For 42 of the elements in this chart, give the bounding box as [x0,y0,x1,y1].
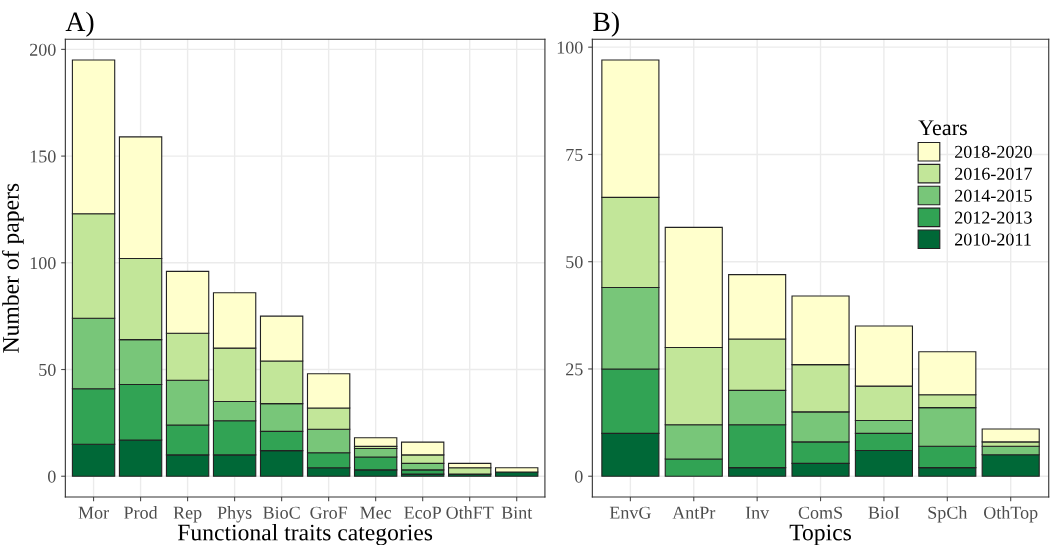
y-tick-label: 25 [566,363,583,376]
legend-title: Years [918,120,967,136]
y-tick-label: 100 [30,257,56,270]
x-tick-label: OthFT [446,506,494,519]
x-tick-label: SpCh [928,506,968,523]
legend-label: 2012-2013 [955,211,1032,224]
x-tick-label: BioI [868,506,900,519]
x-tick-label: BioC [263,506,300,519]
y-tick-label: 0 [47,470,56,483]
x-tick-label: GroF [310,506,348,519]
x-tick-label: Mor [78,506,109,519]
bar [494,467,539,473]
x-tick-label: Inv [745,506,770,519]
x-tick-label: Prod [124,506,158,519]
x-tick-label: OthTop [983,506,1038,523]
x-tick-label: Bint [501,506,533,519]
legend-label: 2014-2015 [955,189,1032,202]
bar [353,437,398,447]
bar [447,467,492,475]
x-tick-label: Rep [173,506,202,523]
bar [981,428,1040,443]
y-tick-label: 150 [30,150,56,163]
x-tick-label: EnvG [609,506,651,519]
x-tick-label: Phys [217,506,252,523]
y-tick-label: 100 [557,41,583,54]
x-tick-label: EcoP [404,506,442,519]
y-tick-label: 0 [574,470,583,483]
x-axis-title: Topics [789,524,851,545]
y-tick-label: 50 [39,363,56,376]
legend-label: 2018-2020 [955,145,1032,158]
x-tick-label: AntPr [672,506,716,519]
y-tick-label: 50 [566,255,583,269]
y-tick-label: 200 [30,43,56,56]
legend-label: 2016-2017 [955,167,1032,180]
x-axis-title: Functional traits categories [177,523,433,545]
y-axis-title: Number of papers [2,183,24,353]
x-tick-label: Mec [360,506,392,519]
chart-title: B) [593,11,619,37]
x-tick-label: ComS [798,506,842,519]
legend-label: 2010-2011 [955,233,1031,246]
chart-title: A) [65,11,94,37]
y-tick-label: 75 [566,148,583,161]
